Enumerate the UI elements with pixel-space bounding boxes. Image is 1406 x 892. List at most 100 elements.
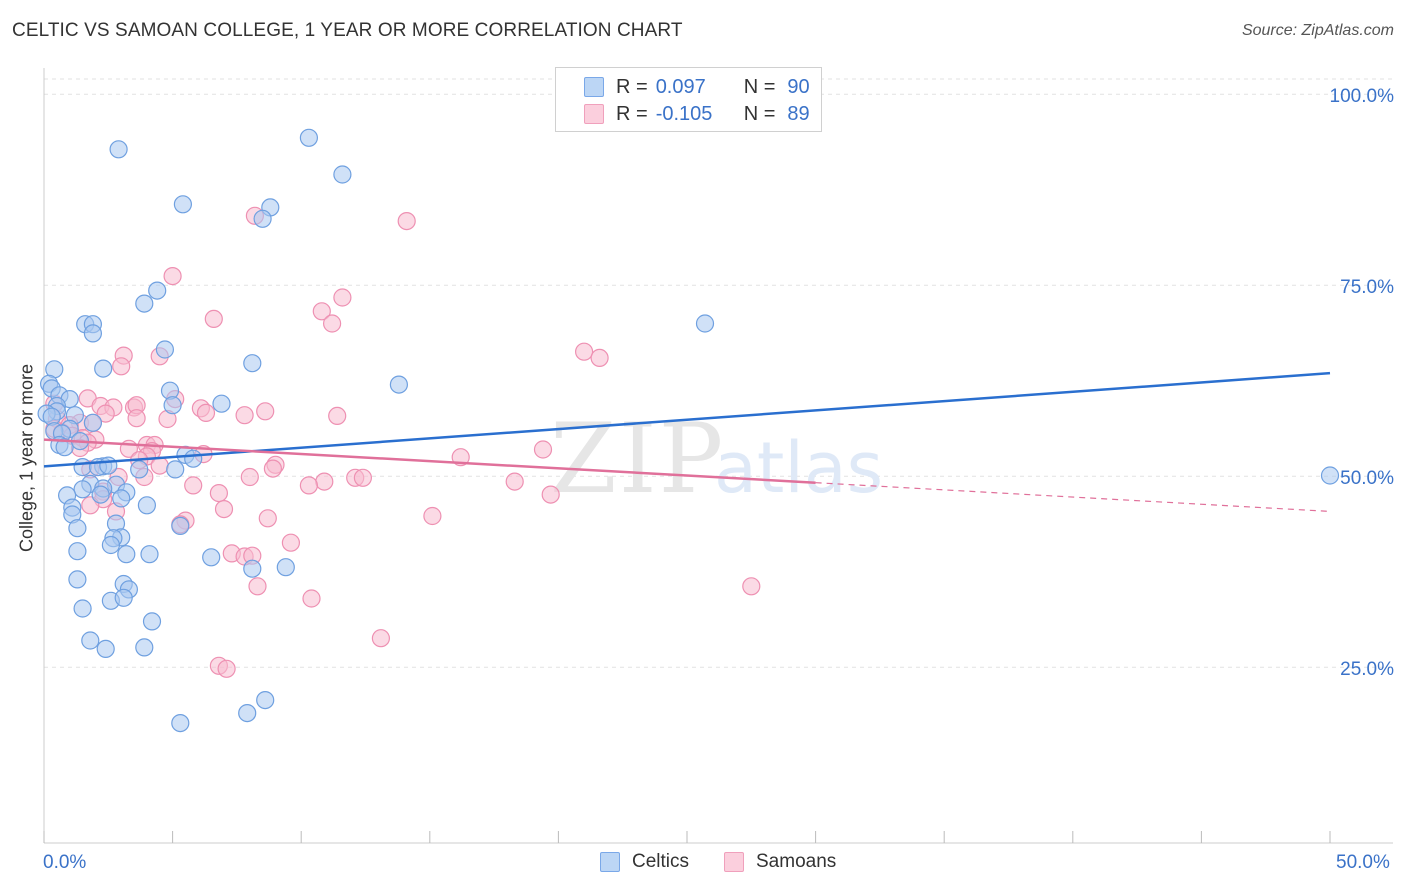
samoans-point: [209, 484, 228, 503]
celtics-point: [171, 713, 190, 733]
samoans-point: [127, 409, 146, 428]
r-label: R =: [616, 75, 648, 98]
n-label: N =: [743, 102, 776, 125]
celtics-point: [1320, 466, 1340, 485]
source-label: Source: ZipAtlas.com: [1241, 22, 1394, 39]
celtics-point: [389, 375, 408, 394]
celtics-point: [73, 599, 92, 618]
celtics-point: [253, 209, 272, 228]
samoans-point: [281, 533, 300, 552]
samoans-trend-extension: [815, 482, 1331, 513]
legend-samoans-label: Samoans: [756, 851, 837, 872]
samoans-point: [256, 402, 275, 421]
legend-item-samoans: Samoans: [724, 851, 836, 873]
legend-row-samoans: R = -0.105 N = 89: [556, 100, 810, 128]
celtics-point: [695, 314, 715, 333]
celtics-point: [83, 324, 103, 343]
samoans-point: [240, 467, 259, 487]
x-tick-label: 50.0%: [1336, 852, 1390, 873]
samoans-point: [258, 509, 277, 528]
samoans-point: [235, 406, 254, 425]
celtics-point: [135, 294, 154, 313]
watermark-zip: ZIP: [550, 403, 725, 515]
celtics-point: [112, 489, 131, 508]
celtics-point: [155, 340, 174, 359]
celtics-point: [109, 140, 128, 159]
samoans-point: [371, 629, 390, 648]
celtics-series: [37, 128, 1340, 733]
celtics-point: [163, 396, 182, 415]
celtics-point: [137, 496, 156, 515]
samoans-point: [299, 476, 318, 495]
samoans-point: [204, 309, 223, 328]
samoans-point: [315, 472, 334, 491]
y-tick-label: 100.0%: [1329, 86, 1394, 107]
y-axis-label: College, 1 year or more: [16, 363, 37, 553]
celtics-point: [94, 359, 113, 378]
samoans-swatch: [724, 852, 744, 872]
trend-lines: [43, 371, 1331, 513]
samoans-point: [163, 267, 182, 286]
n-label: N =: [743, 75, 776, 98]
legend-celtics-label: Celtics: [632, 851, 690, 872]
samoans-point: [541, 485, 560, 504]
celtics-point: [96, 639, 115, 659]
celtics-point: [99, 456, 118, 475]
celtics-point: [73, 480, 92, 499]
celtics-point: [148, 281, 167, 300]
axes: [43, 68, 1393, 844]
celtics-point: [276, 558, 295, 577]
stats-legend: R = 0.097 N = 90 R = -0.105 N = 89: [555, 67, 822, 132]
n-value: 89: [787, 102, 810, 125]
samoans-point: [742, 577, 761, 596]
x-tick-label: 0.0%: [43, 852, 87, 873]
r-value: 0.097: [655, 75, 706, 98]
samoans-point: [533, 440, 553, 459]
samoans-point: [217, 659, 236, 678]
y-tick-label: 25.0%: [1340, 659, 1394, 680]
n-value: 90: [787, 75, 810, 98]
celtics-point: [184, 449, 203, 468]
samoans-point: [353, 468, 372, 487]
samoans-point: [423, 506, 442, 526]
celtics-point: [212, 394, 231, 413]
samoans-swatch: [584, 104, 604, 124]
samoans-point: [574, 342, 594, 361]
samoans-trend-line: [43, 438, 816, 484]
celtics-point: [83, 413, 103, 432]
celtics-point: [166, 460, 185, 479]
samoans-point: [112, 357, 131, 376]
samoans-point: [248, 577, 267, 596]
celtics-point: [130, 460, 149, 479]
legend-row-celtics: R = 0.097 N = 90: [556, 73, 810, 101]
celtics-point: [91, 485, 110, 504]
celtics-point: [171, 516, 190, 536]
r-value: -0.105: [655, 102, 713, 125]
celtics-point: [202, 548, 221, 567]
samoans-point: [184, 476, 203, 495]
samoans-point: [328, 406, 347, 425]
celtics-swatch: [584, 77, 604, 97]
samoans-point: [263, 459, 282, 478]
samoans-point: [397, 212, 416, 231]
celtics-point: [333, 165, 352, 184]
celtics-point: [243, 354, 262, 373]
samoans-point: [214, 500, 234, 519]
samoans-point: [333, 288, 352, 307]
celtics-point: [55, 438, 74, 457]
celtics-point: [68, 570, 87, 589]
celtics-point: [256, 690, 275, 710]
samoans-point: [312, 302, 331, 321]
celtics-point: [173, 195, 192, 214]
celtics-point: [73, 458, 92, 477]
celtics-point: [101, 535, 121, 555]
celtics-point: [114, 588, 133, 607]
chart-title: CELTIC VS SAMOAN COLLEGE, 1 YEAR OR MORE…: [12, 20, 683, 41]
celtics-swatch: [600, 852, 620, 872]
y-tick-label: 50.0%: [1340, 468, 1394, 489]
legend-item-celtics: Celtics: [600, 851, 689, 873]
celtics-point: [243, 559, 262, 578]
samoans-point: [196, 403, 216, 422]
samoans-point: [302, 589, 321, 608]
celtics-point: [81, 631, 100, 650]
